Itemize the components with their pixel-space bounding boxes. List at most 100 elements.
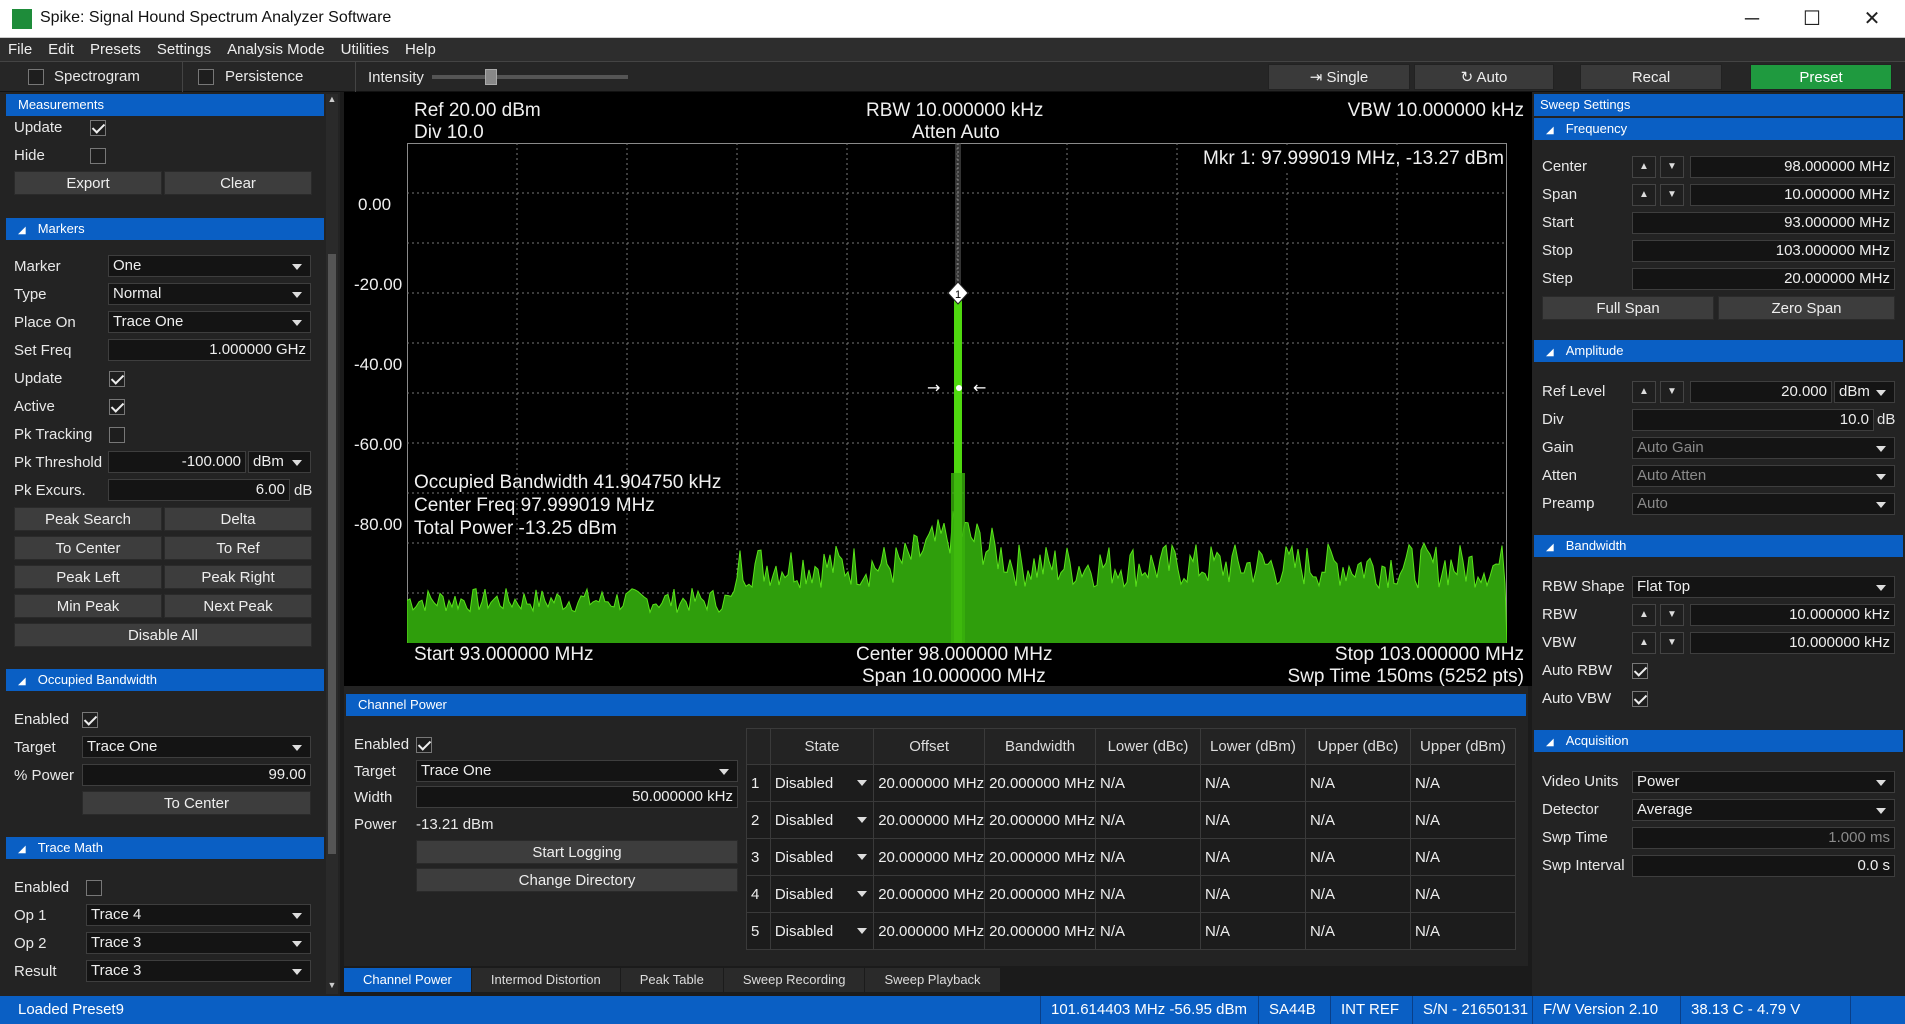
step-input[interactable]: 20.000000 MHz [1632,268,1895,290]
left-scrollbar[interactable]: ▲ ▼ [326,94,338,994]
state-select[interactable]: Disabled [769,875,875,913]
intensity-slider-thumb[interactable] [484,69,497,85]
measurements-hide-checkbox[interactable] [90,147,106,165]
tab-sweep-recording[interactable]: Sweep Recording [723,968,865,992]
export-button[interactable]: Export [14,171,162,195]
ref-level-unit-select[interactable]: dBm [1834,381,1895,403]
clear-button[interactable]: Clear [164,171,312,195]
vbw-input[interactable]: 10.000000 kHz [1690,632,1895,654]
state-select[interactable]: Disabled [769,764,875,802]
spectrogram-checkbox[interactable] [28,68,44,86]
peak-right-button[interactable]: Peak Right [164,565,312,589]
measurements-update-checkbox[interactable] [90,119,106,137]
acquisition-header[interactable]: Acquisition [1534,730,1903,752]
gain-select[interactable]: Auto Gain [1632,437,1895,459]
start-logging-button[interactable]: Start Logging [416,840,738,864]
state-select[interactable]: Disabled [769,912,875,950]
spectrum-graticule[interactable]: 1 → ← [407,143,1507,643]
scroll-up-icon[interactable]: ▲ [327,94,337,104]
cp-width-input[interactable]: 50.000000 kHz [416,786,738,808]
pk-threshold-unit-select[interactable]: dBm [248,451,311,473]
marker-1-icon[interactable]: 1 [947,281,969,305]
single-button[interactable]: ⇥ Single [1268,64,1410,90]
auto-vbw-checkbox[interactable] [1632,690,1648,708]
state-select[interactable]: Disabled [769,838,875,876]
occbw-power-input[interactable]: 99.00 [82,764,311,786]
markers-header[interactable]: Markers [6,218,324,240]
detector-select[interactable]: Average [1632,799,1895,821]
menu-presets[interactable]: Presets [90,41,141,58]
recal-button[interactable]: Recal [1580,64,1722,90]
div-input[interactable]: 10.0 [1632,409,1874,431]
frequency-header[interactable]: Frequency [1534,118,1903,140]
bandwidth-header[interactable]: Bandwidth [1534,535,1903,557]
preamp-select[interactable]: Auto [1632,493,1895,515]
result-select[interactable]: Trace 3 [86,960,311,982]
change-directory-button[interactable]: Change Directory [416,868,738,892]
full-span-button[interactable]: Full Span [1542,296,1714,320]
start-input[interactable]: 93.000000 MHz [1632,212,1895,234]
span-down-icon[interactable]: ▼ [1660,184,1684,206]
active-checkbox[interactable] [109,398,125,416]
cp-target-select[interactable]: Trace One [416,760,738,782]
amplitude-header[interactable]: Amplitude [1534,340,1903,362]
to-center-button[interactable]: To Center [14,536,162,560]
marker-select[interactable]: One [108,255,311,277]
auto-rbw-checkbox[interactable] [1632,662,1648,680]
menu-edit[interactable]: Edit [48,41,75,58]
cp-enabled-checkbox[interactable] [416,736,432,754]
pk-threshold-input[interactable]: -100.000 [108,451,246,473]
ref-level-input[interactable]: 20.000 [1690,381,1832,403]
menu-analysis-mode[interactable]: Analysis Mode [227,41,325,58]
occbw-target-select[interactable]: Trace One [82,736,311,758]
peak-left-button[interactable]: Peak Left [14,565,162,589]
swp-interval-input[interactable]: 0.0 s [1632,855,1895,877]
atten-select[interactable]: Auto Atten [1632,465,1895,487]
occbw-to-center-button[interactable]: To Center [82,791,311,815]
tab-sweep-playback[interactable]: Sweep Playback [865,968,1000,992]
menu-utilities[interactable]: Utilities [340,41,389,58]
center-up-icon[interactable]: ▲ [1632,156,1656,178]
rbw-up-icon[interactable]: ▲ [1632,604,1656,626]
tab-channel-power[interactable]: Channel Power [344,968,471,992]
tab-intermod-distortion[interactable]: Intermod Distortion [471,968,620,992]
swp-time-input[interactable]: 1.000 ms [1632,827,1895,849]
spectrum-plot[interactable]: Ref 20.00 dBm Div 10.0 RBW 10.000000 kHz… [344,92,1532,687]
persistence-checkbox[interactable] [198,68,214,86]
stop-input[interactable]: 103.000000 MHz [1632,240,1895,262]
zero-span-button[interactable]: Zero Span [1718,296,1895,320]
menu-file[interactable]: File [8,41,33,58]
trace-math-header[interactable]: Trace Math [6,837,324,859]
rbw-input[interactable]: 10.000000 kHz [1690,604,1895,626]
video-units-select[interactable]: Power [1632,771,1895,793]
marker-update-checkbox[interactable] [109,370,125,388]
pk-tracking-checkbox[interactable] [109,426,125,444]
preset-button[interactable]: Preset [1750,64,1892,90]
ref-level-down-icon[interactable]: ▼ [1660,381,1684,403]
next-peak-button[interactable]: Next Peak [164,594,312,618]
close-button[interactable]: ✕ [1863,8,1881,30]
delta-button[interactable]: Delta [164,507,312,531]
measurements-header[interactable]: Measurements [6,94,324,116]
type-select[interactable]: Normal [108,283,311,305]
place-on-select[interactable]: Trace One [108,311,311,333]
peak-search-button[interactable]: Peak Search [14,507,162,531]
disable-all-button[interactable]: Disable All [14,623,312,647]
scroll-down-icon[interactable]: ▼ [327,980,337,990]
op2-select[interactable]: Trace 3 [86,932,311,954]
rbw-down-icon[interactable]: ▼ [1660,604,1684,626]
maximize-button[interactable]: ☐ [1803,8,1821,30]
span-input[interactable]: 10.000000 MHz [1690,184,1895,206]
to-ref-button[interactable]: To Ref [164,536,312,560]
set-freq-input[interactable]: 1.000000 GHz [108,339,311,361]
rbw-shape-select[interactable]: Flat Top [1632,576,1895,598]
intensity-slider[interactable] [432,69,628,85]
center-input[interactable]: 98.000000 MHz [1690,156,1895,178]
tab-peak-table[interactable]: Peak Table [620,968,723,992]
center-down-icon[interactable]: ▼ [1660,156,1684,178]
ref-level-up-icon[interactable]: ▲ [1632,381,1656,403]
vbw-down-icon[interactable]: ▼ [1660,632,1684,654]
vbw-up-icon[interactable]: ▲ [1632,632,1656,654]
minimize-button[interactable]: ─ [1744,8,1760,30]
min-peak-button[interactable]: Min Peak [14,594,162,618]
